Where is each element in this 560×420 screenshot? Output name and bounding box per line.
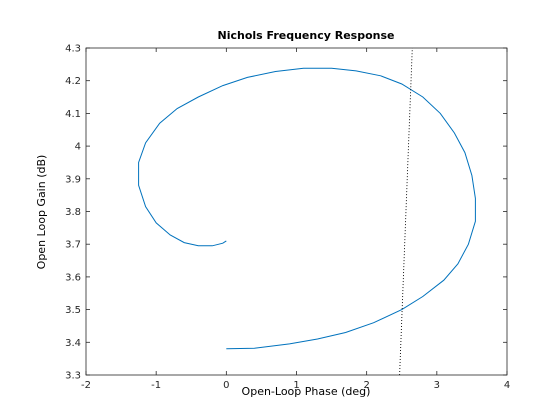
y-tick-label: 3.4 [65, 338, 81, 349]
y-tick-label: 4 [75, 142, 81, 153]
y-tick-label: 4.3 [65, 44, 81, 55]
series-layer [138, 47, 476, 376]
x-tick-label: 3 [434, 380, 440, 391]
y-axis-label: Open Loop Gain (dB) [35, 155, 48, 270]
x-tick-label: 2 [363, 380, 369, 391]
y-tick-label: 3.3 [65, 371, 81, 382]
x-tick-label: -1 [151, 380, 161, 391]
x-tick-label: 1 [293, 380, 299, 391]
y-tick-label: 4.1 [65, 109, 81, 120]
x-tick-label: 0 [223, 380, 229, 391]
reference-dotted-line [399, 47, 413, 376]
x-tick-label: 4 [504, 380, 510, 391]
y-tick-label: 3.9 [65, 174, 81, 185]
plot-area [86, 48, 507, 375]
nichols-curve-line [138, 67, 476, 350]
y-tick-label: 4.2 [65, 76, 81, 87]
chart-title: Nichols Frequency Response [218, 29, 395, 42]
y-tick-label: 3.5 [65, 305, 81, 316]
ticks-layer: -2 -1 0 1 2 3 4 3.3 3.4 3.5 3.6 3.7 3.8 3.9 4 4.1 4.2 4.3 [65, 44, 510, 392]
y-tick-label: 3.8 [65, 207, 81, 218]
x-tick-label: -2 [81, 380, 91, 391]
y-tick-label: 3.6 [65, 272, 81, 283]
x-axis-label: Open-Loop Phase (deg) [242, 385, 371, 398]
y-tick-label: 3.7 [65, 240, 81, 251]
